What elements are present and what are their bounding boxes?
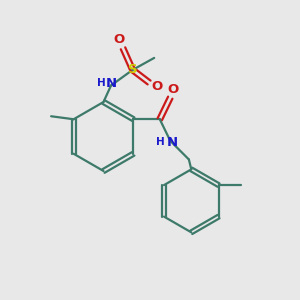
Text: O: O: [114, 33, 125, 46]
Text: H: H: [156, 137, 165, 147]
Text: N: N: [106, 77, 117, 90]
Text: O: O: [152, 80, 163, 93]
Text: O: O: [168, 83, 179, 96]
Text: N: N: [167, 136, 178, 149]
Text: S: S: [128, 63, 137, 76]
Text: H: H: [97, 78, 106, 88]
